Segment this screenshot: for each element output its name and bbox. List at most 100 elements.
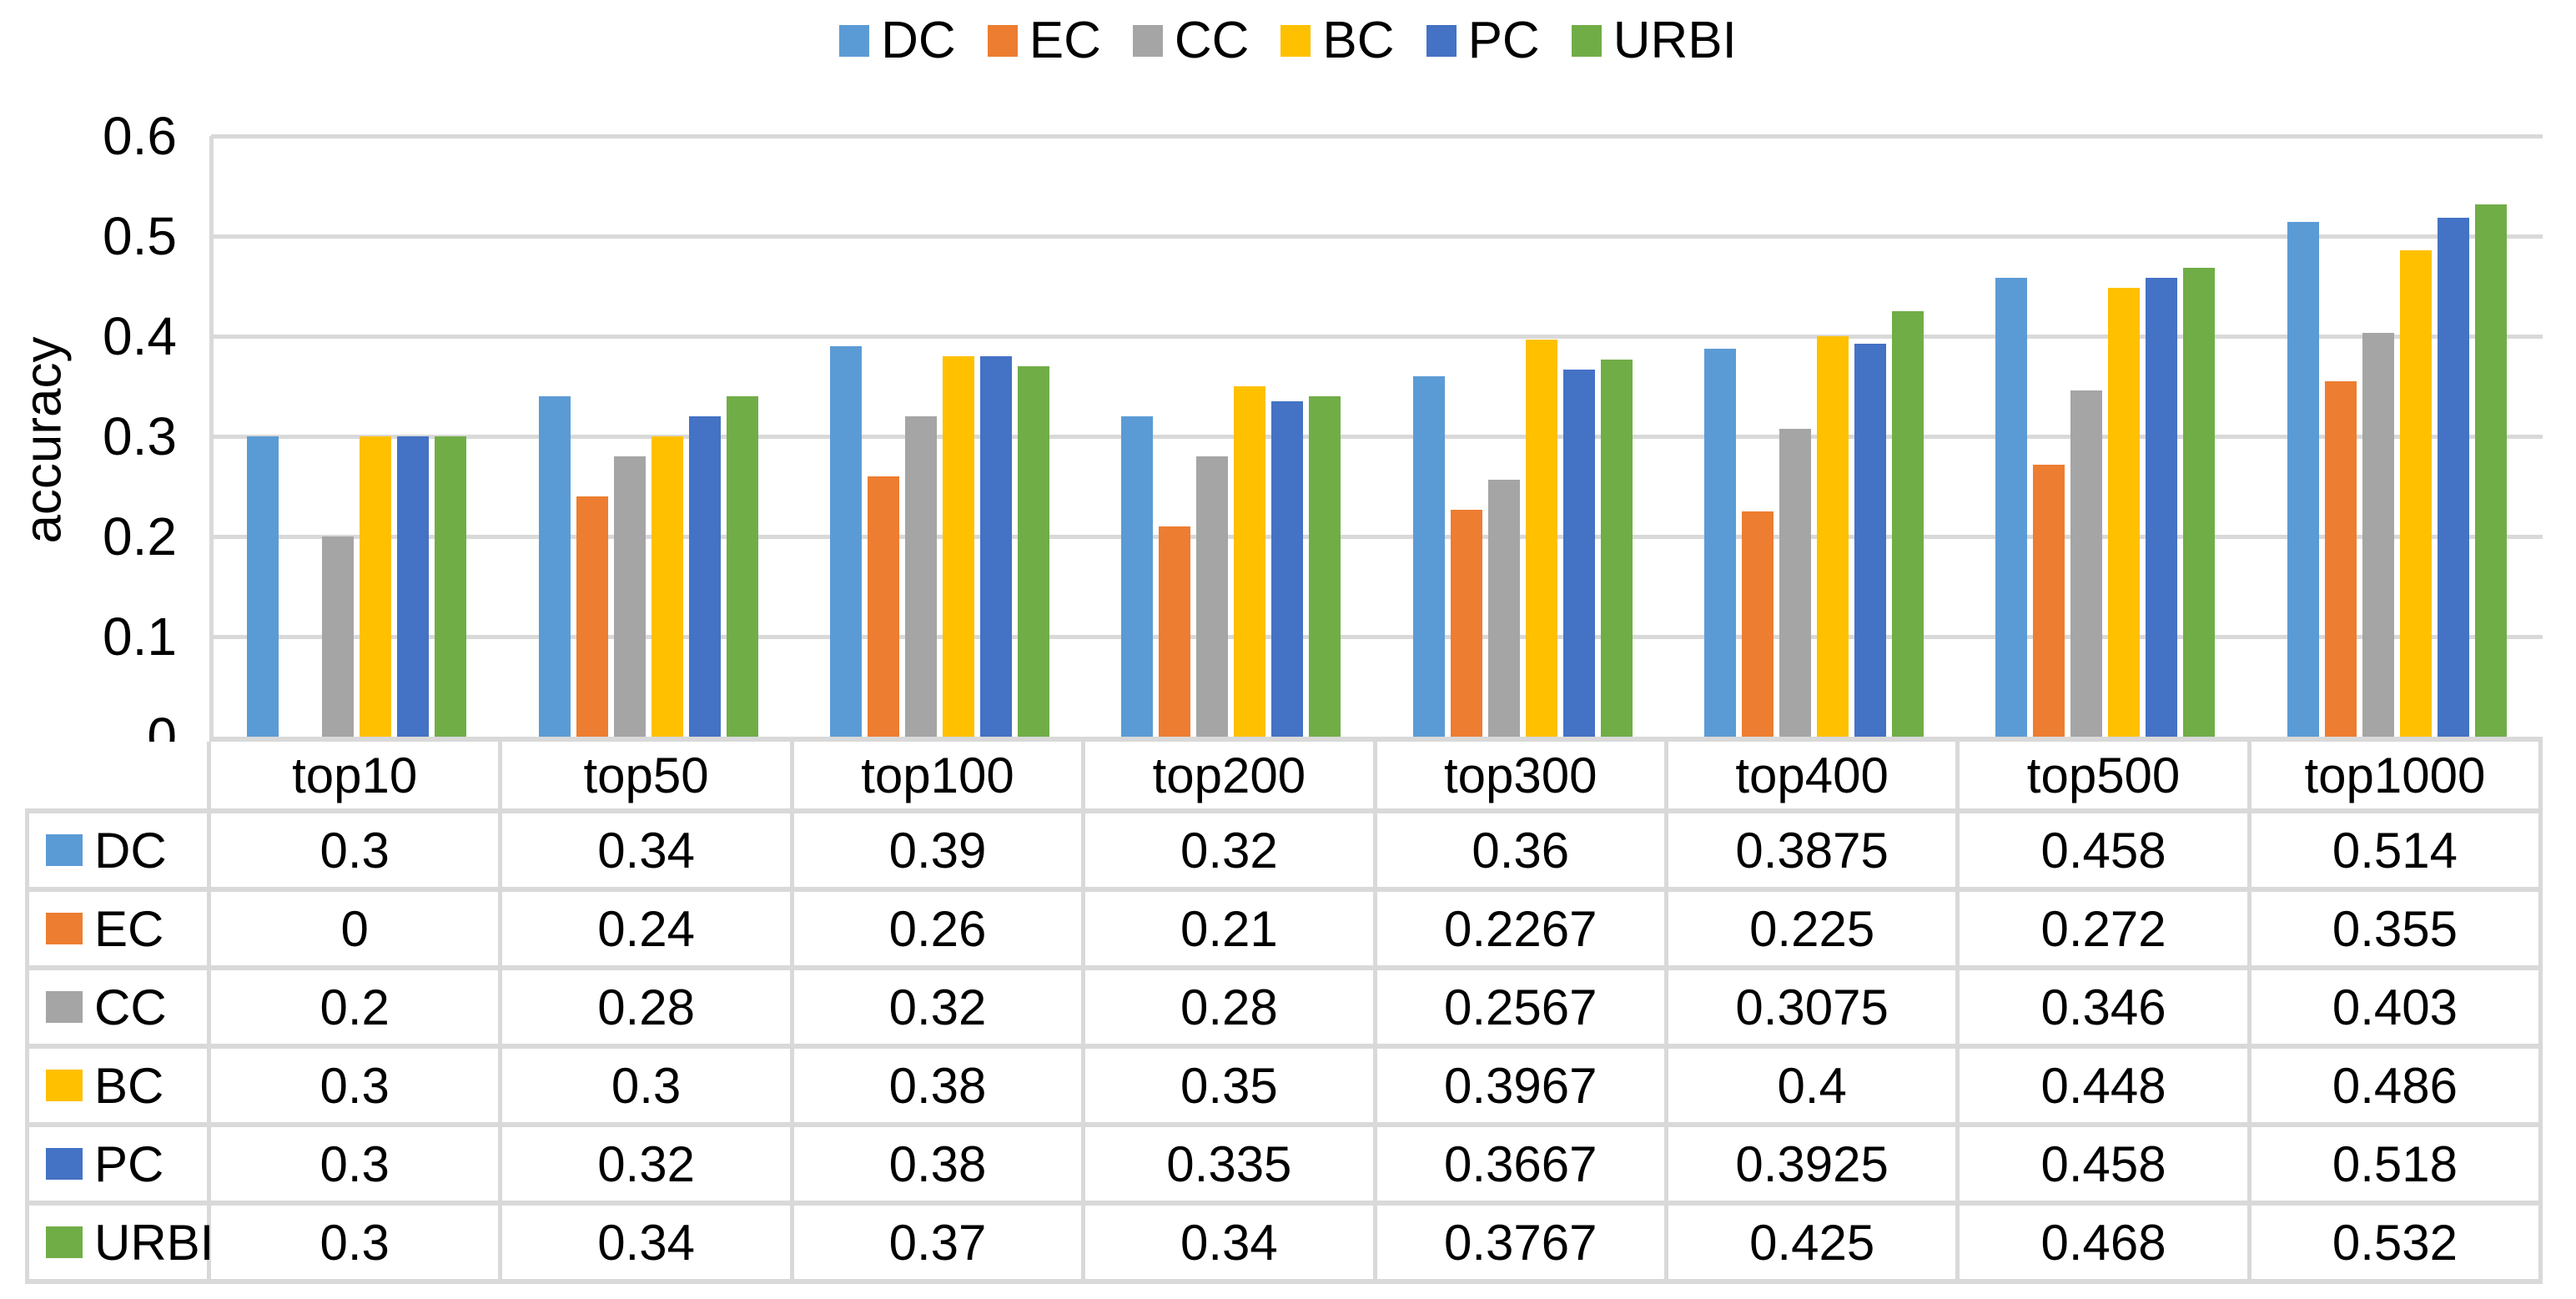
bar-cc-top1000: [2362, 333, 2394, 737]
bar-ec-top100: [867, 476, 899, 737]
table-value-dc-top1000: 0.514: [2251, 813, 2543, 892]
table-value-ec-top10: 0: [211, 892, 503, 970]
table-value-pc-top200: 0.335: [1085, 1127, 1377, 1206]
table-value-urbi-top1000: 0.532: [2251, 1206, 2543, 1284]
bar-bc-top300: [1525, 340, 1557, 737]
gridline: [211, 134, 2543, 138]
table-value-bc-top50: 0.3: [502, 1049, 794, 1127]
table-value-urbi-top100: 0.37: [793, 1206, 1086, 1284]
gridline: [211, 335, 2543, 339]
table-value-ec-top400: 0.225: [1668, 892, 1960, 970]
legend-label: URBI: [1613, 12, 1737, 69]
bar-bc-top500: [2108, 288, 2141, 737]
table-col-header-top300: top300: [1376, 742, 1668, 813]
table-value-urbi-top50: 0.34: [502, 1206, 794, 1284]
legend-key-cc-icon: [1132, 25, 1163, 57]
table-value-urbi-top400: 0.425: [1668, 1206, 1960, 1284]
table-value-pc-top50: 0.32: [502, 1127, 794, 1206]
data-table: top10 top50 top100 top200 top300 top400 top500…: [25, 742, 2543, 1284]
table-value-bc-top10: 0.3: [211, 1049, 503, 1127]
table-value-ec-top300: 0.2267: [1376, 892, 1668, 970]
bar-bc-top10: [360, 436, 392, 737]
legend-item-bc: BC: [1280, 12, 1395, 69]
bar-urbi-top100: [1017, 366, 1049, 737]
table-value-ec-top200: 0.21: [1085, 892, 1377, 970]
table-key-bc-icon: [46, 1070, 83, 1101]
bar-urbi-top1000: [2474, 204, 2507, 737]
legend-item-cc: CC: [1132, 12, 1250, 69]
table-value-urbi-top500: 0.468: [1960, 1206, 2251, 1284]
legend-label: BC: [1322, 12, 1395, 69]
bar-urbi-top10: [435, 436, 467, 737]
table-value-cc-top100: 0.32: [793, 970, 1086, 1049]
table-value-dc-top300: 0.36: [1376, 813, 1668, 892]
series-name: URBI: [94, 1214, 214, 1271]
legend-item-dc: DC: [839, 13, 956, 68]
bar-urbi-top50: [726, 396, 758, 737]
bar-ec-top500: [2033, 465, 2065, 737]
legend-item-pc: PC: [1426, 13, 1540, 68]
table-col-header-top50: top50: [502, 742, 794, 813]
legend-key-urbi-icon: [1571, 25, 1602, 57]
table-col-header-top1000: top1000: [2251, 742, 2543, 813]
series-name: PC: [94, 1135, 164, 1192]
table-value-dc-top50: 0.34: [502, 813, 794, 892]
bar-cc-top200: [1196, 456, 1229, 737]
bar-pc-top10: [397, 436, 430, 737]
bar-dc-top300: [1412, 376, 1445, 737]
bar-pc-top500: [2146, 278, 2178, 737]
legend-item-ec: EC: [987, 13, 1101, 68]
bar-cc-top50: [613, 456, 646, 737]
bar-bc-top100: [942, 356, 974, 737]
legend-key-pc-icon: [1426, 25, 1457, 57]
table-col-header-top500: top500: [1960, 742, 2251, 813]
gridline: [211, 535, 2543, 539]
table-value-bc-top300: 0.3967: [1376, 1049, 1668, 1127]
table-col-header-top400: top400: [1668, 742, 1960, 813]
table-key-dc-icon: [46, 834, 83, 866]
table-value-bc-top200: 0.35: [1085, 1049, 1377, 1127]
table-value-ec-top1000: 0.355: [2251, 892, 2543, 970]
table-value-cc-top400: 0.3075: [1668, 970, 1960, 1049]
bar-bc-top1000: [2399, 250, 2432, 737]
table-row-header-ec: EC: [25, 892, 211, 970]
table-value-pc-top1000: 0.518: [2251, 1127, 2543, 1206]
table-value-pc-top500: 0.458: [1960, 1127, 2251, 1206]
legend-key-bc-icon: [1280, 25, 1311, 57]
bar-ec-top50: [576, 496, 608, 737]
table-corner-cell: [25, 742, 211, 813]
chart-legend: DC EC CC BC PC URBI: [0, 13, 2576, 68]
table-key-urbi-icon: [46, 1226, 83, 1258]
table-col-header-top100: top100: [793, 742, 1086, 813]
table-value-cc-top200: 0.28: [1085, 970, 1377, 1049]
table-row-header-bc: BC: [25, 1049, 211, 1127]
table-value-ec-top500: 0.272: [1960, 892, 2251, 970]
y-tick-label: 0.5: [103, 206, 177, 266]
bar-ec-top1000: [2324, 381, 2357, 737]
bar-cc-top300: [1487, 480, 1520, 737]
y-tick-label: 0.2: [103, 506, 177, 566]
bar-pc-top1000: [2437, 218, 2469, 737]
table-key-ec-icon: [46, 913, 83, 944]
y-tick-label: 0.6: [103, 106, 177, 166]
bar-dc-top1000: [2287, 222, 2319, 737]
table-value-bc-top400: 0.4: [1668, 1049, 1960, 1127]
y-tick-label: 0.3: [103, 406, 177, 466]
bar-urbi-top200: [1309, 396, 1341, 737]
table-value-bc-top100: 0.38: [793, 1049, 1086, 1127]
bar-bc-top50: [651, 436, 683, 737]
bar-pc-top50: [688, 416, 721, 737]
bar-ec-top200: [1159, 526, 1191, 737]
table-value-cc-top10: 0.2: [211, 970, 503, 1049]
table-value-cc-top50: 0.28: [502, 970, 794, 1049]
table-value-bc-top500: 0.448: [1960, 1049, 2251, 1127]
table-col-header-top200: top200: [1085, 742, 1377, 813]
bar-urbi-top400: [1892, 311, 1924, 737]
bar-dc-top500: [1995, 278, 2028, 737]
gridline: [211, 234, 2543, 239]
bar-urbi-top500: [2183, 268, 2216, 737]
table-row-header-cc: CC: [25, 970, 211, 1049]
gridline: [211, 435, 2543, 439]
y-tick-label: 0.1: [103, 607, 177, 667]
legend-label: CC: [1174, 12, 1250, 69]
